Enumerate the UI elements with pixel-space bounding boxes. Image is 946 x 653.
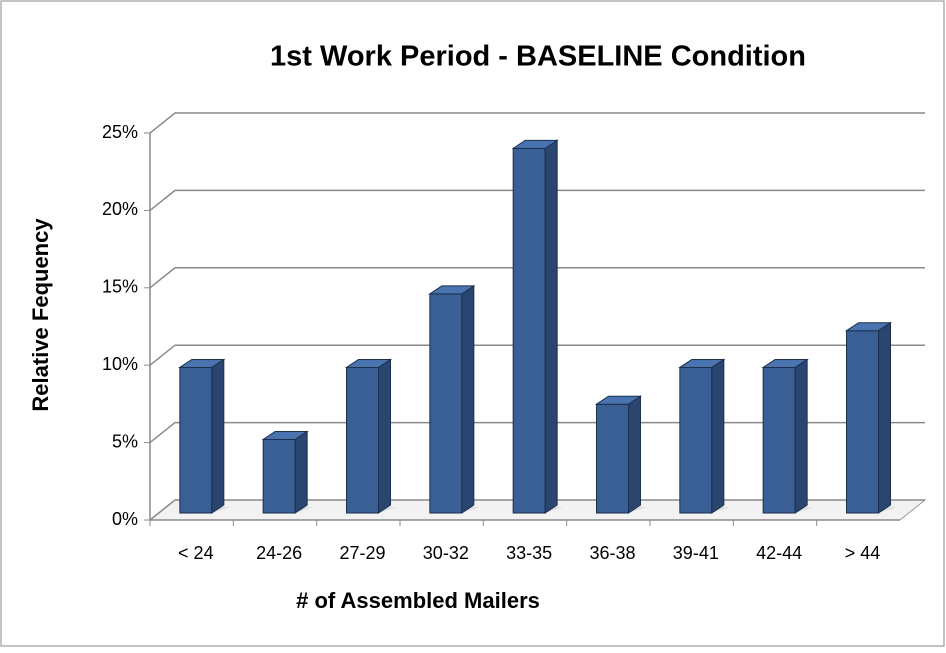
bar-side xyxy=(378,358,391,514)
bar-top xyxy=(678,358,726,368)
x-tick-label: 30-32 xyxy=(423,543,469,563)
bar-side xyxy=(628,395,641,514)
y-tick-label: 10% xyxy=(102,354,138,374)
grid-line xyxy=(149,344,925,366)
bar xyxy=(846,330,879,514)
bar xyxy=(179,366,213,514)
bar-top xyxy=(844,322,893,332)
x-tick-label: 42-44 xyxy=(756,543,802,563)
bar-top xyxy=(761,358,809,368)
bar-top xyxy=(344,358,393,368)
bar xyxy=(762,366,796,514)
bar-top xyxy=(428,285,476,295)
bar-side xyxy=(544,139,558,514)
bar-top xyxy=(511,139,559,149)
bar-side xyxy=(461,284,475,514)
y-tick-label: 15% xyxy=(102,277,138,297)
bar-side xyxy=(294,430,308,514)
bar-side xyxy=(878,321,891,514)
grid-line xyxy=(149,267,925,289)
bar xyxy=(596,403,629,514)
bar xyxy=(346,366,379,514)
grid-line xyxy=(149,189,925,211)
chart-title: 1st Work Period - BASELINE Condition xyxy=(270,41,806,73)
y-tick-label: 20% xyxy=(102,199,138,219)
bar xyxy=(512,147,546,514)
bar-top xyxy=(178,358,226,368)
x-tick-label: < 24 xyxy=(178,543,214,563)
grid-line xyxy=(149,421,925,444)
x-tick-label: > 44 xyxy=(845,543,881,563)
y-tick-label: 25% xyxy=(102,122,138,142)
bar-top xyxy=(261,430,309,440)
y-tick-label: 5% xyxy=(112,431,138,451)
bar xyxy=(262,438,296,514)
x-tick-label: 36-38 xyxy=(589,543,635,563)
bar-side xyxy=(711,358,725,514)
bar xyxy=(679,366,713,514)
x-tick-label: 39-41 xyxy=(673,543,719,563)
x-tick-label: 27-29 xyxy=(339,543,385,563)
y-axis-title: Relative Fequency xyxy=(28,218,53,412)
x-tick-label: 24-26 xyxy=(256,543,302,563)
y-tick-label: 0% xyxy=(112,509,138,529)
bar-side xyxy=(211,358,225,514)
x-tick-label: 33-35 xyxy=(506,543,552,563)
bar xyxy=(429,293,463,514)
grid-line xyxy=(149,112,925,134)
x-axis-title: # of Assembled Mailers xyxy=(296,588,540,613)
bar-top xyxy=(594,395,643,405)
bar-side xyxy=(794,358,808,514)
grid-line xyxy=(149,499,925,521)
